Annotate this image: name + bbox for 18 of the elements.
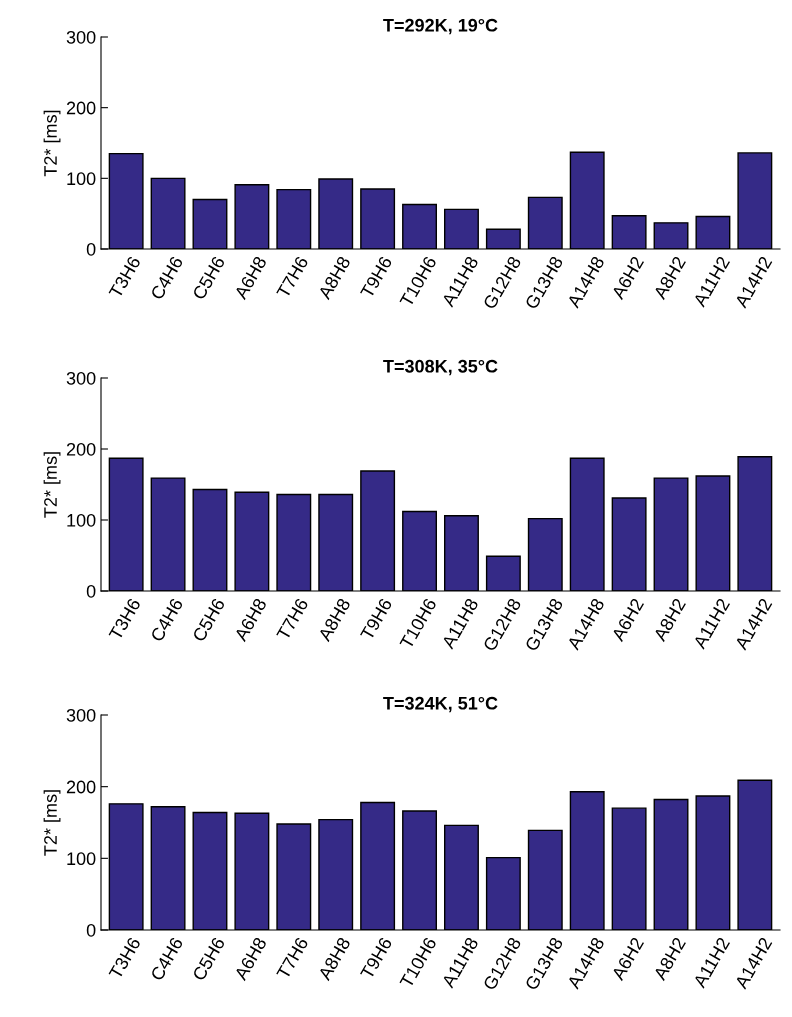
y-tick-label: 0 [86, 584, 96, 598]
y-tick-label: 300 [66, 30, 96, 44]
y-tick-label: 100 [67, 172, 96, 186]
y-axis-title: T2* [ms] [43, 110, 61, 177]
y-tick-label: 100 [67, 852, 96, 866]
y-tick-label: 200 [66, 442, 96, 456]
y-tick-label: 200 [66, 780, 96, 794]
y-tick-label: 0 [86, 923, 96, 937]
y-axis-title: T2* [ms] [43, 790, 61, 856]
chart-title: T=292K, 19°C [383, 18, 498, 35]
chart-title: T=324K, 51°C [383, 696, 498, 713]
y-tick-label: 200 [66, 101, 96, 115]
y-tick-label: 100 [67, 513, 96, 527]
y-tick-label: 300 [66, 708, 96, 722]
y-tick-label: 0 [86, 242, 96, 256]
y-axis-title: T2* [ms] [43, 452, 61, 518]
chart-title: T=308K, 35°C [383, 359, 498, 376]
y-tick-label: 300 [66, 371, 96, 385]
